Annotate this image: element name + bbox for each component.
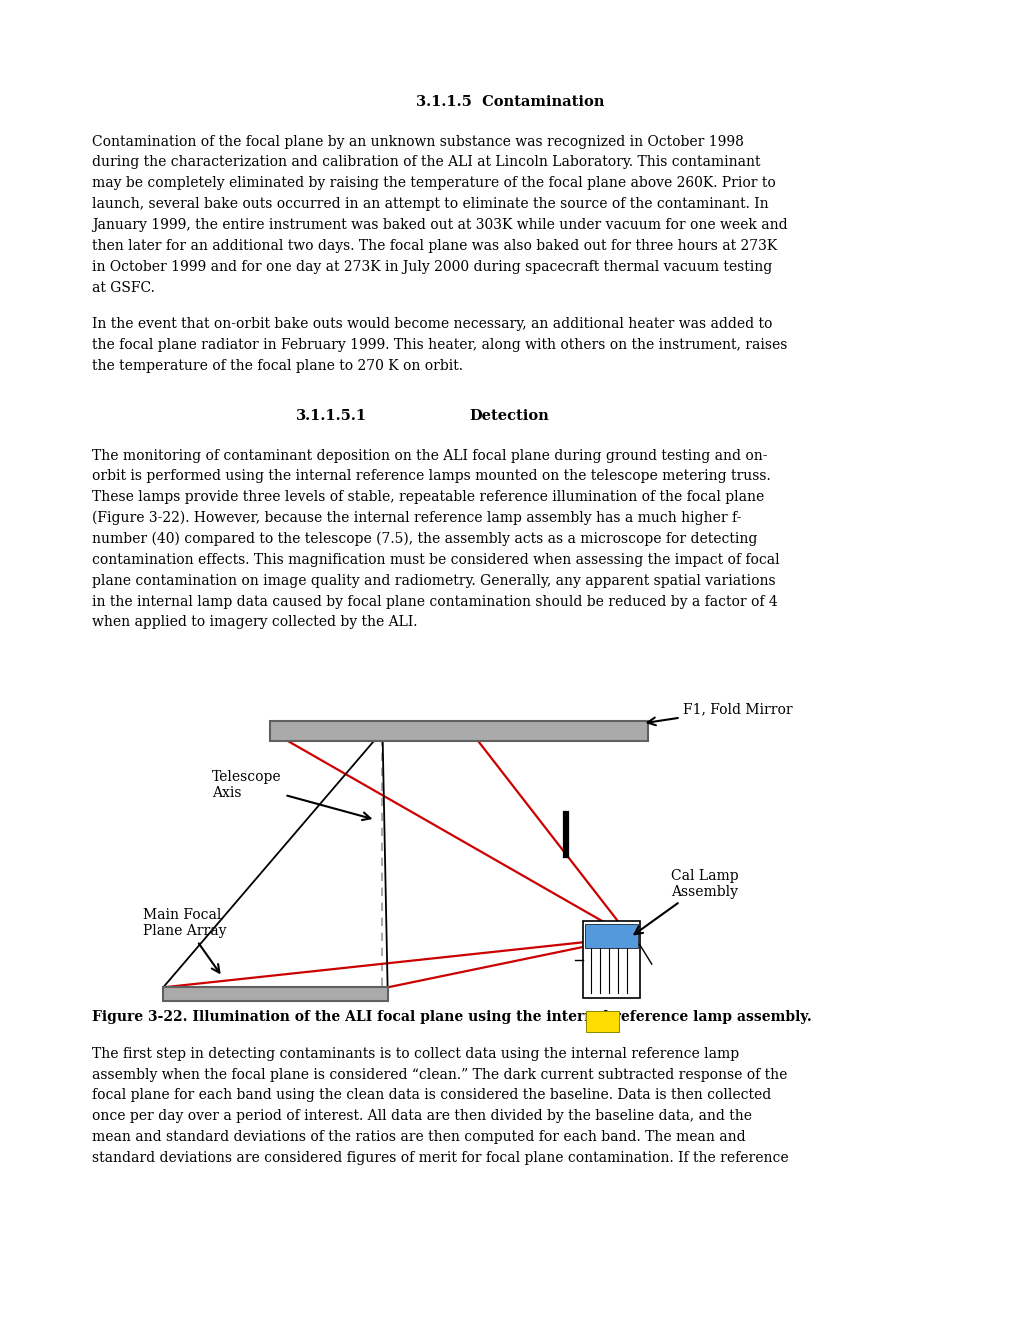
Text: plane contamination on image quality and radiometry. Generally, any apparent spa: plane contamination on image quality and…	[92, 574, 774, 587]
Text: January 1999, the entire instrument was baked out at 303K while under vacuum for: January 1999, the entire instrument was …	[92, 218, 787, 232]
Bar	[270, 721, 647, 741]
Text: Figure 3-22. Illumination of the ALI focal plane using the internal reference la: Figure 3-22. Illumination of the ALI foc…	[92, 1010, 811, 1024]
Text: F1, Fold Mirror: F1, Fold Mirror	[647, 702, 792, 725]
Text: standard deviations are considered figures of merit for focal plane contaminatio: standard deviations are considered figur…	[92, 1151, 788, 1166]
Text: at GSFC.: at GSFC.	[92, 281, 155, 294]
Text: once per day over a period of interest. All data are then divided by the baselin: once per day over a period of interest. …	[92, 1109, 751, 1123]
Text: contamination effects. This magnification must be considered when assessing the : contamination effects. This magnificatio…	[92, 553, 779, 566]
Text: The monitoring of contaminant deposition on the ALI focal plane during ground te: The monitoring of contaminant deposition…	[92, 449, 766, 462]
Text: launch, several bake outs occurred in an attempt to eliminate the source of the : launch, several bake outs occurred in an…	[92, 197, 767, 211]
Text: Cal Lamp
Assembly: Cal Lamp Assembly	[634, 869, 738, 935]
Text: Contamination of the focal plane by an unknown substance was recognized in Octob: Contamination of the focal plane by an u…	[92, 135, 743, 149]
Text: 3.1.1.5.1: 3.1.1.5.1	[296, 409, 367, 422]
Text: Main Focal
Plane Array: Main Focal Plane Array	[143, 908, 226, 973]
Text: when applied to imagery collected by the ALI.: when applied to imagery collected by the…	[92, 615, 417, 630]
Text: in October 1999 and for one day at 273K in July 2000 during spacecraft thermal v: in October 1999 and for one day at 273K …	[92, 260, 771, 273]
Bar	[586, 1011, 619, 1032]
Text: 3.1.1.5  Contamination: 3.1.1.5 Contamination	[416, 95, 603, 110]
Text: the focal plane radiator in February 1999. This heater, along with others on the: the focal plane radiator in February 199…	[92, 338, 787, 352]
Text: may be completely eliminated by raising the temperature of the focal plane above: may be completely eliminated by raising …	[92, 177, 774, 190]
Text: in the internal lamp data caused by focal plane contamination should be reduced : in the internal lamp data caused by foca…	[92, 594, 776, 609]
Bar	[585, 924, 637, 948]
Text: during the characterization and calibration of the ALI at Lincoln Laboratory. Th: during the characterization and calibrat…	[92, 156, 759, 169]
Text: the temperature of the focal plane to 270 K on orbit.: the temperature of the focal plane to 27…	[92, 359, 463, 374]
Text: focal plane for each band using the clean data is considered the baseline. Data : focal plane for each band using the clea…	[92, 1089, 770, 1102]
Text: then later for an additional two days. The focal plane was also baked out for th: then later for an additional two days. T…	[92, 239, 776, 253]
Text: (Figure 3-22). However, because the internal reference lamp assembly has a much : (Figure 3-22). However, because the inte…	[92, 511, 741, 525]
Text: Detection: Detection	[469, 409, 548, 422]
Bar	[583, 921, 639, 998]
Text: These lamps provide three levels of stable, repeatable reference illumination of: These lamps provide three levels of stab…	[92, 490, 763, 504]
Bar	[163, 987, 387, 1001]
Text: number (40) compared to the telescope (7.5), the assembly acts as a microscope f: number (40) compared to the telescope (7…	[92, 532, 756, 546]
Text: mean and standard deviations of the ratios are then computed for each band. The : mean and standard deviations of the rati…	[92, 1130, 745, 1144]
Text: The first step in detecting contaminants is to collect data using the internal r: The first step in detecting contaminants…	[92, 1047, 738, 1061]
Text: assembly when the focal plane is considered “clean.” The dark current subtracted: assembly when the focal plane is conside…	[92, 1068, 787, 1081]
Text: orbit is performed using the internal reference lamps mounted on the telescope m: orbit is performed using the internal re…	[92, 470, 769, 483]
Text: In the event that on-orbit bake outs would become necessary, an additional heate: In the event that on-orbit bake outs wou…	[92, 317, 771, 331]
Text: Telescope
Axis: Telescope Axis	[212, 770, 370, 820]
